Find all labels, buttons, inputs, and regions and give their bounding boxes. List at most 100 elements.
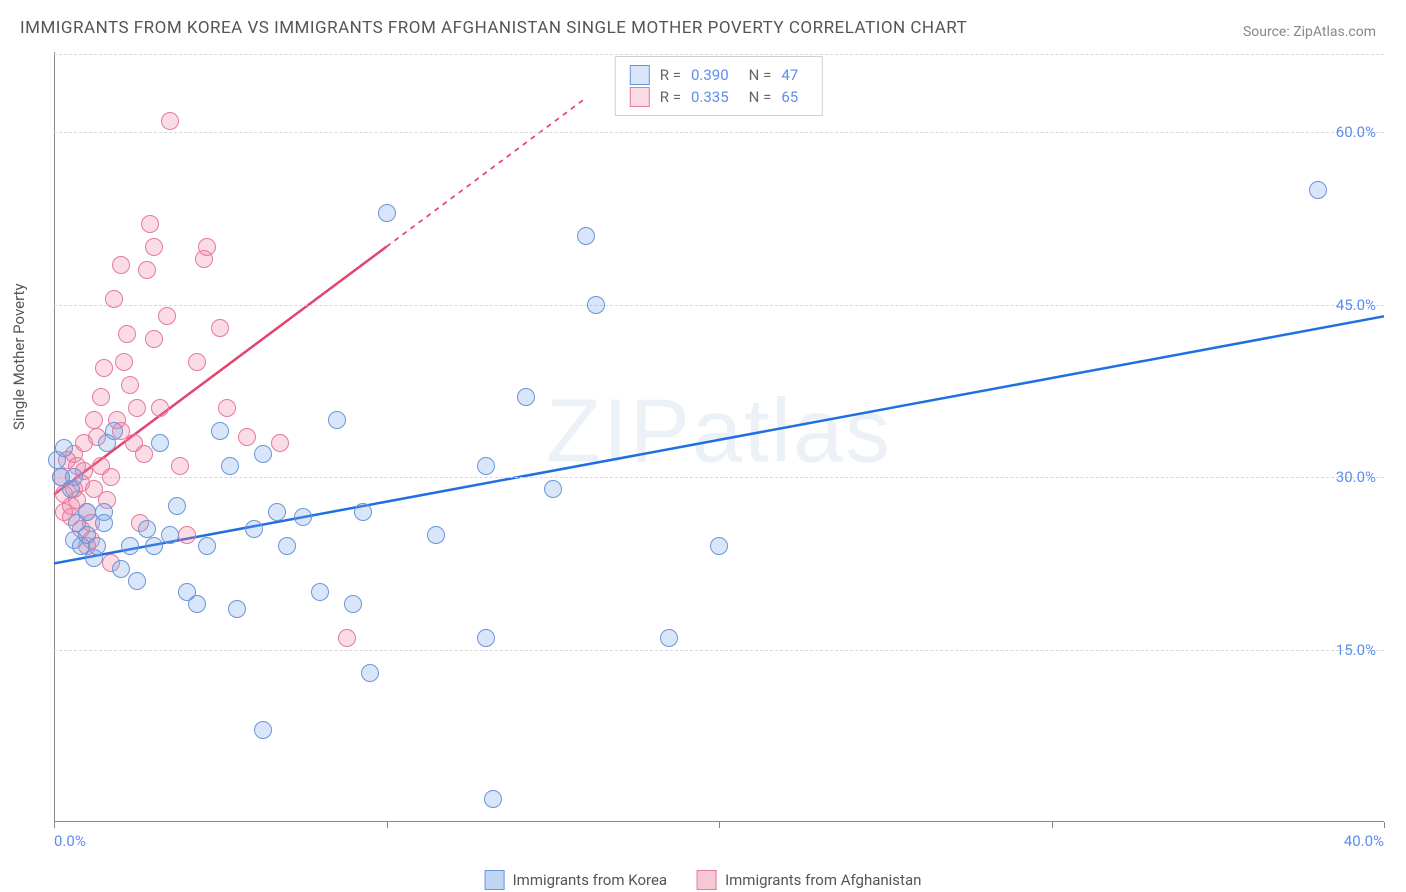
- scatter-point: [484, 790, 502, 808]
- grid-line: [54, 650, 1384, 651]
- r-value-afghanistan: 0.335: [691, 88, 729, 106]
- scatter-point: [427, 526, 445, 544]
- scatter-point: [105, 290, 123, 308]
- scatter-point: [171, 457, 189, 475]
- scatter-point: [188, 595, 206, 613]
- scatter-point: [78, 503, 96, 521]
- scatter-point: [294, 508, 312, 526]
- scatter-point: [102, 468, 120, 486]
- scatter-point: [85, 411, 103, 429]
- scatter-point: [517, 388, 535, 406]
- source-link[interactable]: ZipAtlas.com: [1293, 24, 1376, 40]
- scatter-point: [710, 537, 728, 555]
- legend-item-korea: Immigrants from Korea: [485, 870, 667, 890]
- series-legend: Immigrants from Korea Immigrants from Af…: [485, 870, 922, 890]
- scatter-point: [1309, 181, 1327, 199]
- scatter-point: [112, 256, 130, 274]
- scatter-point: [477, 629, 495, 647]
- swatch-korea: [630, 65, 650, 85]
- scatter-point: [118, 325, 136, 343]
- x-tick: [387, 822, 388, 828]
- scatter-point: [587, 296, 605, 314]
- scatter-point: [151, 434, 169, 452]
- n-value-afghanistan: 65: [781, 88, 798, 106]
- scatter-point: [138, 520, 156, 538]
- scatter-point: [271, 434, 289, 452]
- grid-line: [54, 477, 1384, 478]
- swatch-afghanistan: [630, 87, 650, 107]
- grid-line: [54, 54, 1384, 55]
- r-label: R =: [660, 66, 681, 84]
- scatter-point: [188, 353, 206, 371]
- scatter-point: [228, 600, 246, 618]
- scatter-point: [178, 526, 196, 544]
- n-label: N =: [749, 66, 772, 84]
- legend-label-korea: Immigrants from Korea: [513, 871, 667, 889]
- scatter-point: [328, 411, 346, 429]
- scatter-point: [128, 399, 146, 417]
- scatter-point: [145, 330, 163, 348]
- r-value-korea: 0.390: [691, 66, 729, 84]
- scatter-point: [254, 445, 272, 463]
- scatter-point: [161, 112, 179, 130]
- scatter-point: [65, 468, 83, 486]
- legend-row-afghanistan: R = 0.335 N = 65: [630, 87, 808, 107]
- x-tick: [1384, 822, 1385, 828]
- x-tick-label: 40.0%: [1344, 832, 1384, 850]
- scatter-point: [161, 526, 179, 544]
- scatter-point: [268, 503, 286, 521]
- correlation-legend: R = 0.390 N = 47 R = 0.335 N = 65: [615, 56, 823, 116]
- x-tick: [719, 822, 720, 828]
- x-tick: [54, 822, 55, 828]
- scatter-point: [128, 572, 146, 590]
- source-prefix: Source:: [1243, 24, 1293, 40]
- scatter-point: [254, 721, 272, 739]
- scatter-point: [121, 537, 139, 555]
- chart-title: IMMIGRANTS FROM KOREA VS IMMIGRANTS FROM…: [20, 18, 967, 38]
- scatter-point: [95, 514, 113, 532]
- grid-line: [54, 305, 1384, 306]
- grid-line: [54, 132, 1384, 133]
- n-value-korea: 47: [781, 66, 798, 84]
- scatter-point: [311, 583, 329, 601]
- y-tick-label: 30.0%: [1336, 468, 1376, 486]
- scatter-point: [211, 319, 229, 337]
- scatter-point: [112, 560, 130, 578]
- scatter-point: [278, 537, 296, 555]
- legend-label-afghanistan: Immigrants from Afghanistan: [725, 871, 921, 889]
- scatter-point: [135, 445, 153, 463]
- scatter-point: [168, 497, 186, 515]
- swatch-afghanistan: [697, 870, 717, 890]
- scatter-point: [544, 480, 562, 498]
- scatter-point: [238, 428, 256, 446]
- scatter-point: [92, 388, 110, 406]
- x-tick: [1052, 822, 1053, 828]
- scatter-point: [344, 595, 362, 613]
- scatter-point: [88, 537, 106, 555]
- scatter-point: [145, 238, 163, 256]
- y-tick-label: 15.0%: [1336, 641, 1376, 659]
- scatter-point: [361, 664, 379, 682]
- scatter-point: [477, 457, 495, 475]
- trendline-dashed: [387, 98, 587, 247]
- scatter-point: [211, 422, 229, 440]
- scatter-point: [354, 503, 372, 521]
- scatter-point: [218, 399, 236, 417]
- source-attribution: Source: ZipAtlas.com: [1243, 24, 1376, 40]
- scatter-chart: ZIPatlas R = 0.390 N = 47 R = 0.335 N = …: [54, 52, 1384, 822]
- scatter-point: [378, 204, 396, 222]
- scatter-point: [145, 537, 163, 555]
- scatter-point: [198, 238, 216, 256]
- scatter-point: [95, 359, 113, 377]
- scatter-point: [121, 376, 139, 394]
- scatter-point: [660, 629, 678, 647]
- scatter-point: [158, 307, 176, 325]
- r-label: R =: [660, 88, 681, 106]
- swatch-korea: [485, 870, 505, 890]
- scatter-point: [141, 215, 159, 233]
- y-tick-label: 60.0%: [1336, 123, 1376, 141]
- y-tick-label: 45.0%: [1336, 296, 1376, 314]
- scatter-point: [221, 457, 239, 475]
- scatter-point: [338, 629, 356, 647]
- x-tick-label: 0.0%: [54, 832, 86, 850]
